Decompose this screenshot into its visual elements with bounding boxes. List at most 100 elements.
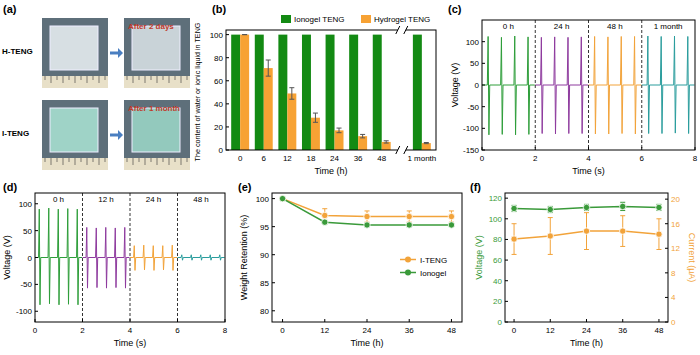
sample <box>132 26 180 70</box>
ruler-tick <box>151 158 152 162</box>
marker <box>279 195 285 201</box>
marker <box>620 203 626 209</box>
x-tick-label: 24 <box>582 326 591 335</box>
marker <box>547 233 553 239</box>
plot-frame <box>272 193 462 322</box>
y-tick-label: 40 <box>493 277 502 286</box>
plot-frame <box>482 20 695 150</box>
x-tick-label: 12 <box>320 326 329 335</box>
ruler <box>42 158 108 170</box>
photo <box>124 100 190 170</box>
y-tick-label: 90 <box>260 251 269 260</box>
arrow-head <box>118 48 123 58</box>
y-axis-label: Voltage (V) <box>450 63 460 108</box>
bar <box>422 143 431 150</box>
legend-label: Hydrogel TENG <box>374 15 430 24</box>
ruler-tick <box>105 76 106 80</box>
y-tick-label: 16 <box>671 220 680 229</box>
legend-swatch <box>281 15 291 23</box>
line <box>283 199 452 225</box>
x-tick-label: 12 <box>546 326 555 335</box>
y-tick-label: 80 <box>493 235 502 244</box>
bar <box>302 35 311 150</box>
y-tick <box>665 199 668 200</box>
marker <box>364 222 370 228</box>
lines <box>511 202 662 254</box>
error-bar <box>384 141 389 143</box>
error-bar <box>512 224 517 255</box>
x-tick <box>695 147 696 150</box>
x-tick-label: 8 <box>223 326 228 335</box>
plot-frame <box>505 193 668 322</box>
y-tick-label: 0 <box>219 146 224 155</box>
x-tick <box>550 319 551 322</box>
segment-label: 12 h <box>98 195 114 204</box>
y-tick-label: -100 <box>16 307 33 316</box>
marker <box>322 212 328 218</box>
y-tick-label: 0 <box>671 318 676 327</box>
y-tick-label: 100 <box>210 31 224 40</box>
x-tick-label: 0 <box>238 154 243 163</box>
x-tick-label: 6 <box>262 154 267 163</box>
y-tick-label: 20 <box>214 123 223 132</box>
x-tick <box>367 319 368 322</box>
x-tick-label: 6 <box>175 326 180 335</box>
segment-label: 24 h <box>146 195 162 204</box>
ruler-tick <box>57 76 58 80</box>
y-tick <box>35 257 38 258</box>
y-tick <box>482 41 485 42</box>
plot-frame <box>35 193 225 322</box>
ruler-tick <box>99 158 100 165</box>
y-tick <box>505 301 508 302</box>
ruler-tick <box>93 158 94 162</box>
x-tick <box>588 147 589 150</box>
error-bar <box>449 211 454 222</box>
x-tick-label: 24 <box>363 326 372 335</box>
y-tick <box>482 128 485 129</box>
x-tick <box>324 319 325 322</box>
y-tick-label: 50 <box>23 227 32 236</box>
voltage-line <box>589 36 642 134</box>
panel-label: (d) <box>3 181 17 193</box>
ruler-tick <box>187 76 188 80</box>
x-tick <box>282 319 283 322</box>
y-tick-label: 80 <box>214 54 223 63</box>
y-tick <box>505 322 508 323</box>
x-tick <box>177 319 178 322</box>
legend-label: Ionogel TENG <box>294 15 345 24</box>
x-tick-label: 0 <box>33 326 38 335</box>
y-tick-label: 120 <box>489 194 503 203</box>
y-tick <box>482 150 485 151</box>
x-tick-label: 0 <box>512 326 517 335</box>
x-tick-label: 24 <box>330 154 339 163</box>
y-tick <box>505 239 508 240</box>
voltage-line <box>178 255 225 260</box>
ruler-tick <box>75 76 76 83</box>
error-bar <box>266 60 271 76</box>
y-tick-label: 50 <box>470 59 479 68</box>
bar <box>264 68 273 150</box>
marker <box>547 206 553 212</box>
ruler-tick <box>105 158 106 162</box>
ruler-tick <box>145 158 146 165</box>
ruler-tick <box>57 158 58 162</box>
y-tick-label: 4 <box>671 293 676 302</box>
error-bar <box>584 204 589 210</box>
sample <box>50 26 98 70</box>
y-tick <box>272 226 275 227</box>
error-bar <box>656 204 661 210</box>
y-tick <box>35 203 38 204</box>
panel-label: (c) <box>448 3 462 15</box>
segment-divider <box>82 193 83 322</box>
ruler-tick <box>87 76 88 83</box>
segment-divider <box>177 193 178 322</box>
x-tick <box>622 319 623 322</box>
bar <box>413 35 422 150</box>
y-tick <box>665 223 668 224</box>
segment-divider <box>535 20 536 150</box>
bars <box>231 35 431 150</box>
ruler-tick <box>69 158 70 162</box>
error-bar <box>584 213 589 250</box>
y-tick-label: -100 <box>463 124 480 133</box>
marker <box>656 231 662 237</box>
